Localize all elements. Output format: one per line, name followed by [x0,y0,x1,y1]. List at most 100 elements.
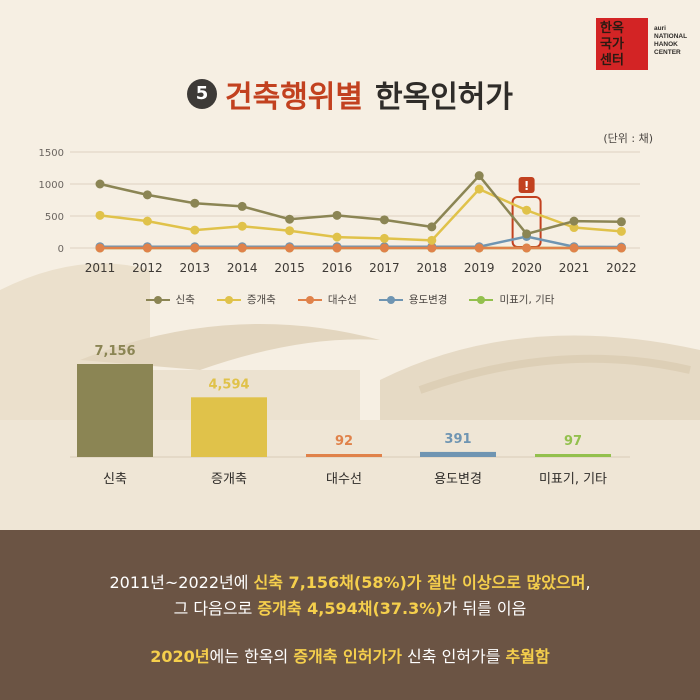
data-point [474,184,484,194]
bar [420,451,496,457]
data-point [142,216,152,226]
title-highlight: 건축행위별 [225,80,363,115]
data-point [95,210,105,220]
bar-category-label: 신축 [103,472,127,487]
bar-category-label: 미표기, 기타 [539,472,607,487]
x-tick-label: 2015 [274,261,305,275]
legend-label: 용도변경 [408,294,448,306]
summary-highlight: 2020년 [150,647,210,666]
summary-highlight: 추월함 [505,647,550,666]
bar [77,364,153,457]
x-tick-label: 2022 [606,261,637,275]
title-rest: 한옥인허가 [375,80,513,115]
data-point [190,225,200,235]
logo-hangul-line-2: 국가 [600,37,624,52]
bar-value-label: 4,594 [208,377,249,392]
hanok-center-logo: 한옥 국가 센터 [596,18,648,70]
legend-swatch [216,295,241,305]
legend-item: 신축 [145,292,195,307]
summary-text: 신축 인허가를 [401,647,506,666]
data-point [142,190,152,200]
title-number-badge: 5 [187,79,217,109]
legend-item: 용도변경 [378,292,448,307]
x-tick-label: 2014 [227,261,258,275]
summary-line-3: 2020년에는 한옥의 증개축 인허가가 신축 인허가를 추월함 [0,643,700,667]
data-point [569,216,579,226]
data-point [474,243,484,253]
data-point [379,233,389,243]
y-tick-label: 1000 [39,180,64,191]
legend-swatch [378,295,403,305]
x-tick-label: 2011 [85,261,116,275]
summary-text: 에는 한옥의 [209,647,294,666]
bar-value-label: 391 [444,432,471,447]
bar-category-label: 대수선 [326,472,362,487]
x-tick-label: 2020 [511,261,542,275]
alert-icon [518,177,535,193]
chart-legend: 신축 증개축 대수선 용도변경 미표기, 기타 [0,292,700,307]
y-tick-label: 500 [45,212,64,223]
legend-swatch [469,295,494,305]
data-point [616,226,626,236]
summary-text: 2011년~2022년에 [109,573,254,592]
logo-english-text: auri NATIONAL HANOK CENTER [654,25,687,56]
bar-value-label: 7,156 [94,344,135,359]
x-tick-label: 2017 [369,261,400,275]
summary-text: 가 뒤를 이음 [442,599,527,618]
data-point [522,229,532,239]
legend-label: 미표기, 기타 [499,294,555,306]
bar-category-label: 용도변경 [434,472,482,487]
line-chart: 0 500 1000 1500 2011 2012 2013 2014 2015 2016 2017… [39,148,640,275]
data-point [332,232,342,242]
data-point [616,243,626,253]
data-point [569,223,579,233]
data-point [569,243,579,253]
x-tick-label: 2016 [322,261,353,275]
summary-text: 그 다음으로 [173,599,258,618]
alert-icon-glyph: ! [524,179,529,193]
legend-item: 증개축 [216,292,276,307]
data-point [522,205,532,215]
legend-label: 증개축 [246,294,276,306]
summary-text: , [585,573,591,592]
data-point [285,226,295,236]
data-point [237,221,247,231]
series-line-0 [99,173,622,236]
logo-hangul-line-3: 센터 [600,53,624,68]
data-point [190,198,200,208]
data-point [427,222,437,232]
y-tick-label: 1500 [39,148,64,159]
data-point [285,214,295,224]
bar [535,454,611,457]
page-title: 5 건축행위별 한옥인허가 [0,72,700,116]
hanok-background-illustration [0,263,700,530]
legend-swatch [145,295,170,305]
series-line-3 [100,235,622,249]
bar [191,397,267,457]
x-tick-label: 2019 [464,261,495,275]
data-point [237,243,247,253]
unit-label: (단위 : 채) [603,132,653,145]
data-point [427,243,437,253]
data-point [379,215,389,225]
summary-highlight: 증개축 인허가가 [293,647,402,666]
x-tick-label: 2018 [417,261,448,275]
legend-item: 대수선 [297,292,357,307]
bar [306,454,382,457]
data-point [332,210,342,220]
data-point [95,243,105,253]
data-point [522,243,532,253]
summary-line-1: 2011년~2022년에 신축 7,156채(58%)가 절반 이상으로 많았으… [0,570,700,596]
bar-value-label: 97 [564,434,582,449]
bar-category-label: 증개축 [211,472,247,487]
data-point [427,235,437,245]
data-point [190,243,200,253]
legend-label: 대수선 [327,294,357,306]
series-line-1 [99,187,622,242]
data-point [616,217,626,227]
data-point [379,243,389,253]
legend-swatch [297,295,322,305]
logo-hangul-line-1: 한옥 [600,21,624,36]
bar-value-label: 92 [335,434,353,449]
